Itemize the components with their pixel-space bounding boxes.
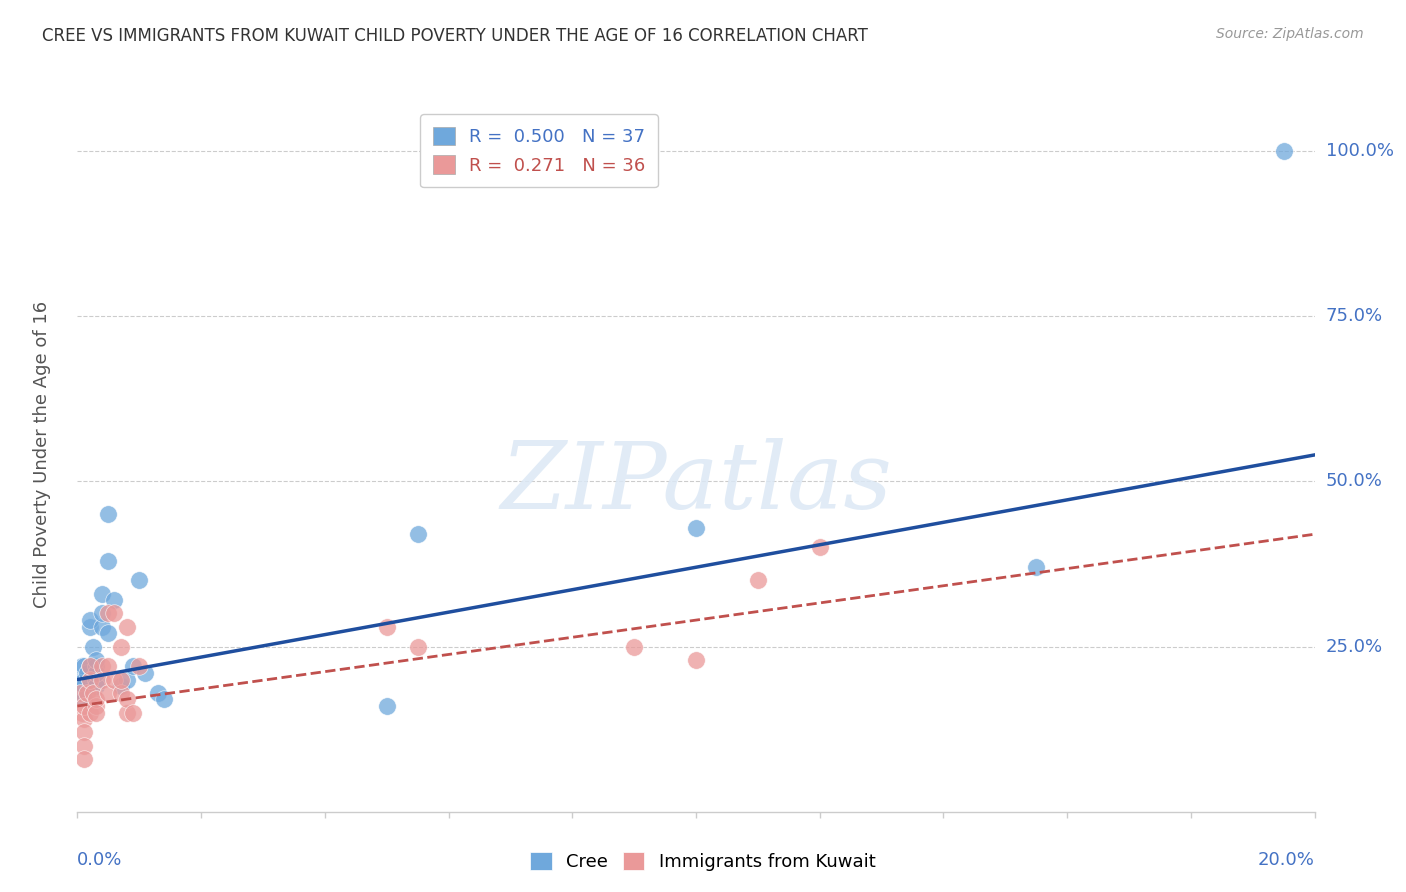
- Point: [122, 659, 145, 673]
- Point: [70, 659, 93, 673]
- Point: [72, 673, 94, 687]
- Point: [97, 508, 120, 522]
- Text: ZIPatlas: ZIPatlas: [501, 439, 891, 528]
- Point: [69, 686, 91, 700]
- Point: [110, 679, 132, 693]
- Point: [84, 673, 107, 687]
- Point: [76, 686, 98, 700]
- Point: [110, 686, 132, 700]
- Text: 100.0%: 100.0%: [1326, 142, 1393, 160]
- Point: [1025, 560, 1047, 574]
- Point: [84, 692, 107, 706]
- Point: [146, 686, 169, 700]
- Text: Source: ZipAtlas.com: Source: ZipAtlas.com: [1216, 27, 1364, 41]
- Point: [375, 698, 398, 713]
- Point: [97, 659, 120, 673]
- Point: [685, 653, 707, 667]
- Point: [79, 659, 101, 673]
- Point: [91, 659, 114, 673]
- Point: [79, 673, 101, 687]
- Point: [79, 673, 101, 687]
- Point: [103, 593, 125, 607]
- Point: [808, 541, 831, 555]
- Point: [84, 706, 107, 720]
- Point: [122, 706, 145, 720]
- Point: [79, 620, 101, 634]
- Text: 50.0%: 50.0%: [1326, 473, 1382, 491]
- Point: [72, 712, 94, 726]
- Point: [72, 659, 94, 673]
- Point: [97, 686, 120, 700]
- Legend: R =  0.500   N = 37, R =  0.271   N = 36: R = 0.500 N = 37, R = 0.271 N = 36: [420, 114, 658, 187]
- Point: [91, 587, 114, 601]
- Point: [84, 653, 107, 667]
- Point: [406, 527, 429, 541]
- Point: [79, 659, 101, 673]
- Point: [115, 620, 138, 634]
- Point: [82, 640, 104, 654]
- Point: [91, 673, 114, 687]
- Point: [79, 613, 101, 627]
- Point: [685, 520, 707, 534]
- Point: [128, 574, 150, 588]
- Point: [97, 554, 120, 568]
- Point: [72, 679, 94, 693]
- Point: [91, 607, 114, 621]
- Point: [134, 665, 156, 680]
- Point: [84, 679, 107, 693]
- Point: [79, 706, 101, 720]
- Point: [103, 673, 125, 687]
- Point: [1272, 144, 1295, 158]
- Point: [128, 659, 150, 673]
- Point: [69, 673, 91, 687]
- Point: [97, 626, 120, 640]
- Point: [115, 673, 138, 687]
- Text: 0.0%: 0.0%: [77, 851, 122, 869]
- Point: [115, 692, 138, 706]
- Point: [103, 607, 125, 621]
- Point: [72, 725, 94, 739]
- Text: 20.0%: 20.0%: [1258, 851, 1315, 869]
- Point: [72, 739, 94, 753]
- Point: [72, 692, 94, 706]
- Text: 75.0%: 75.0%: [1326, 307, 1384, 326]
- Point: [70, 706, 93, 720]
- Point: [97, 607, 120, 621]
- Point: [375, 620, 398, 634]
- Point: [406, 640, 429, 654]
- Y-axis label: Child Poverty Under the Age of 16: Child Poverty Under the Age of 16: [32, 301, 51, 608]
- Point: [82, 686, 104, 700]
- Point: [84, 665, 107, 680]
- Legend: Cree, Immigrants from Kuwait: Cree, Immigrants from Kuwait: [523, 846, 883, 879]
- Point: [72, 752, 94, 766]
- Point: [110, 673, 132, 687]
- Text: 25.0%: 25.0%: [1326, 638, 1384, 656]
- Point: [153, 692, 176, 706]
- Point: [91, 620, 114, 634]
- Point: [84, 698, 107, 713]
- Point: [110, 640, 132, 654]
- Point: [76, 665, 98, 680]
- Point: [72, 698, 94, 713]
- Point: [72, 686, 94, 700]
- Point: [84, 659, 107, 673]
- Point: [747, 574, 769, 588]
- Point: [115, 706, 138, 720]
- Point: [623, 640, 645, 654]
- Text: CREE VS IMMIGRANTS FROM KUWAIT CHILD POVERTY UNDER THE AGE OF 16 CORRELATION CHA: CREE VS IMMIGRANTS FROM KUWAIT CHILD POV…: [42, 27, 868, 45]
